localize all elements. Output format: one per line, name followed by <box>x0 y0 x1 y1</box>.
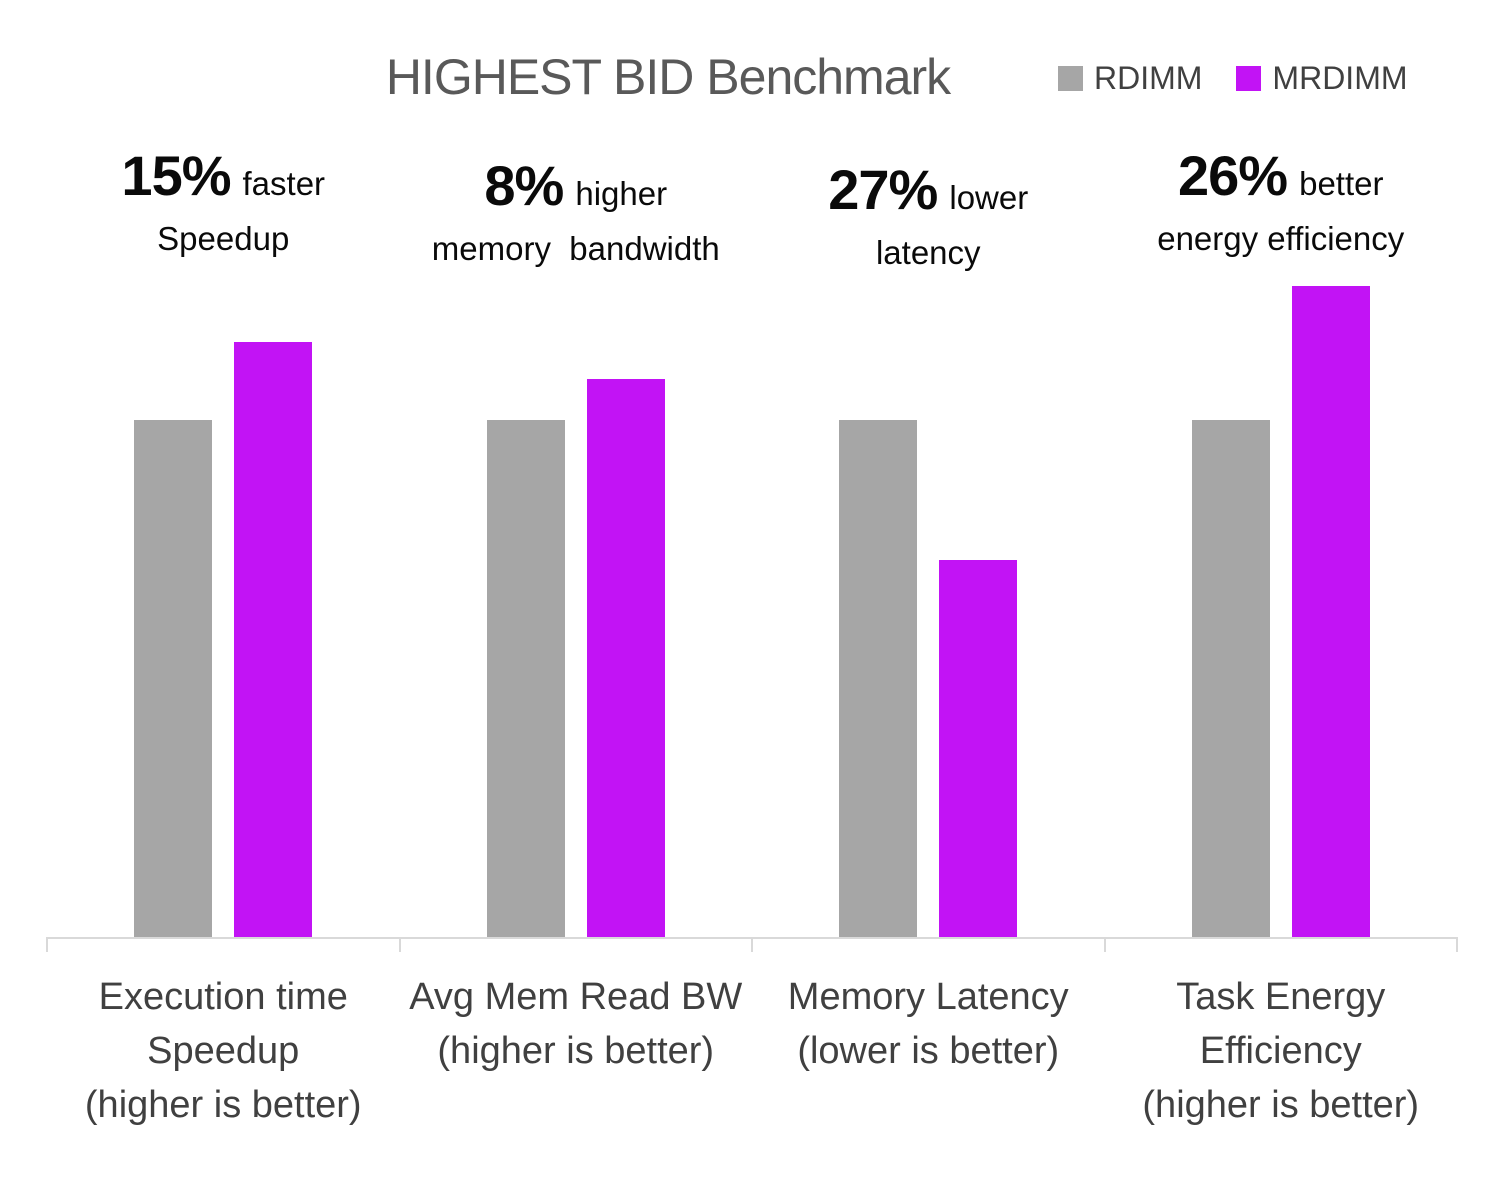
category-label-line: Memory Latency <box>787 976 1069 1018</box>
x-axis-tick <box>1103 937 1106 952</box>
category-label-line: (lower is better) <box>797 1030 1060 1072</box>
annotation-3: 26% better energy efficiency <box>1071 148 1491 258</box>
x-axis-tick <box>398 937 401 952</box>
legend-label-mrdimm: MRDIMM <box>1272 60 1408 96</box>
annotation-line1: 27% lower <box>718 162 1138 218</box>
annotation-word: higher <box>575 175 668 212</box>
legend: RDIMM MRDIMM <box>1058 60 1408 97</box>
annotation-percent: 15% <box>121 144 231 207</box>
chart-title: HIGHEST BID Benchmark <box>385 49 951 105</box>
bar-mrdimm-3 <box>1291 286 1370 937</box>
annotation-percent: 8% <box>484 154 564 217</box>
bar-rdimm-2 <box>839 420 918 937</box>
annotation-word: lower <box>949 179 1029 216</box>
rdimm-swatch-icon <box>1058 66 1083 91</box>
annotation-line2: memory bandwidth <box>431 230 720 267</box>
annotation-line2: Speedup <box>157 220 290 257</box>
category-label-line: (higher is better) <box>84 1084 362 1126</box>
bar-mrdimm-0 <box>234 342 313 937</box>
mrdimm-swatch-icon <box>1236 66 1262 91</box>
legend-item-rdimm: RDIMM <box>1058 60 1202 97</box>
category-label-0: Execution time Speedup (higher is better) <box>43 970 403 1132</box>
category-label-line: Speedup <box>147 1030 300 1072</box>
category-label-line: Efficiency <box>1199 1030 1362 1072</box>
legend-label-rdimm: RDIMM <box>1094 60 1203 96</box>
annotation-line2: latency <box>875 234 981 271</box>
annotation-word: faster <box>242 165 326 202</box>
category-label-3: Task Energy Efficiency (higher is better) <box>1101 970 1461 1132</box>
x-axis-tick <box>751 937 753 952</box>
annotation-word: better <box>1299 165 1384 202</box>
annotation-line1: 8% higher <box>366 158 786 214</box>
annotation-line1: 15% faster <box>13 148 433 204</box>
category-label-line: Task Energy <box>1176 976 1386 1018</box>
bar-rdimm-3 <box>1191 420 1270 937</box>
annotation-line2: energy efficiency <box>1157 220 1405 257</box>
annotation-0: 15% faster Speedup <box>13 148 433 258</box>
annotation-line1: 26% better <box>1071 148 1491 204</box>
category-label-1: Avg Mem Read BW (higher is better) <box>396 970 756 1078</box>
bar-rdimm-1 <box>486 420 565 937</box>
bar-rdimm-0 <box>134 420 213 937</box>
x-axis-tick <box>1456 937 1458 952</box>
category-label-line: (higher is better) <box>1142 1084 1420 1126</box>
category-label-line: Avg Mem Read BW <box>409 976 743 1018</box>
x-axis-tick <box>46 937 48 952</box>
annotation-percent: 26% <box>1178 144 1288 207</box>
category-label-line: (higher is better) <box>437 1030 715 1072</box>
legend-item-mrdimm: MRDIMM <box>1236 60 1408 97</box>
bar-mrdimm-2 <box>939 560 1018 937</box>
annotation-2: 27% lower latency <box>718 162 1138 272</box>
annotation-percent: 27% <box>828 158 938 221</box>
annotation-1: 8% higher memory bandwidth <box>366 158 786 268</box>
category-label-2: Memory Latency (lower is better) <box>748 970 1108 1078</box>
category-label-line: Execution time <box>98 976 348 1018</box>
bar-mrdimm-1 <box>586 379 665 937</box>
